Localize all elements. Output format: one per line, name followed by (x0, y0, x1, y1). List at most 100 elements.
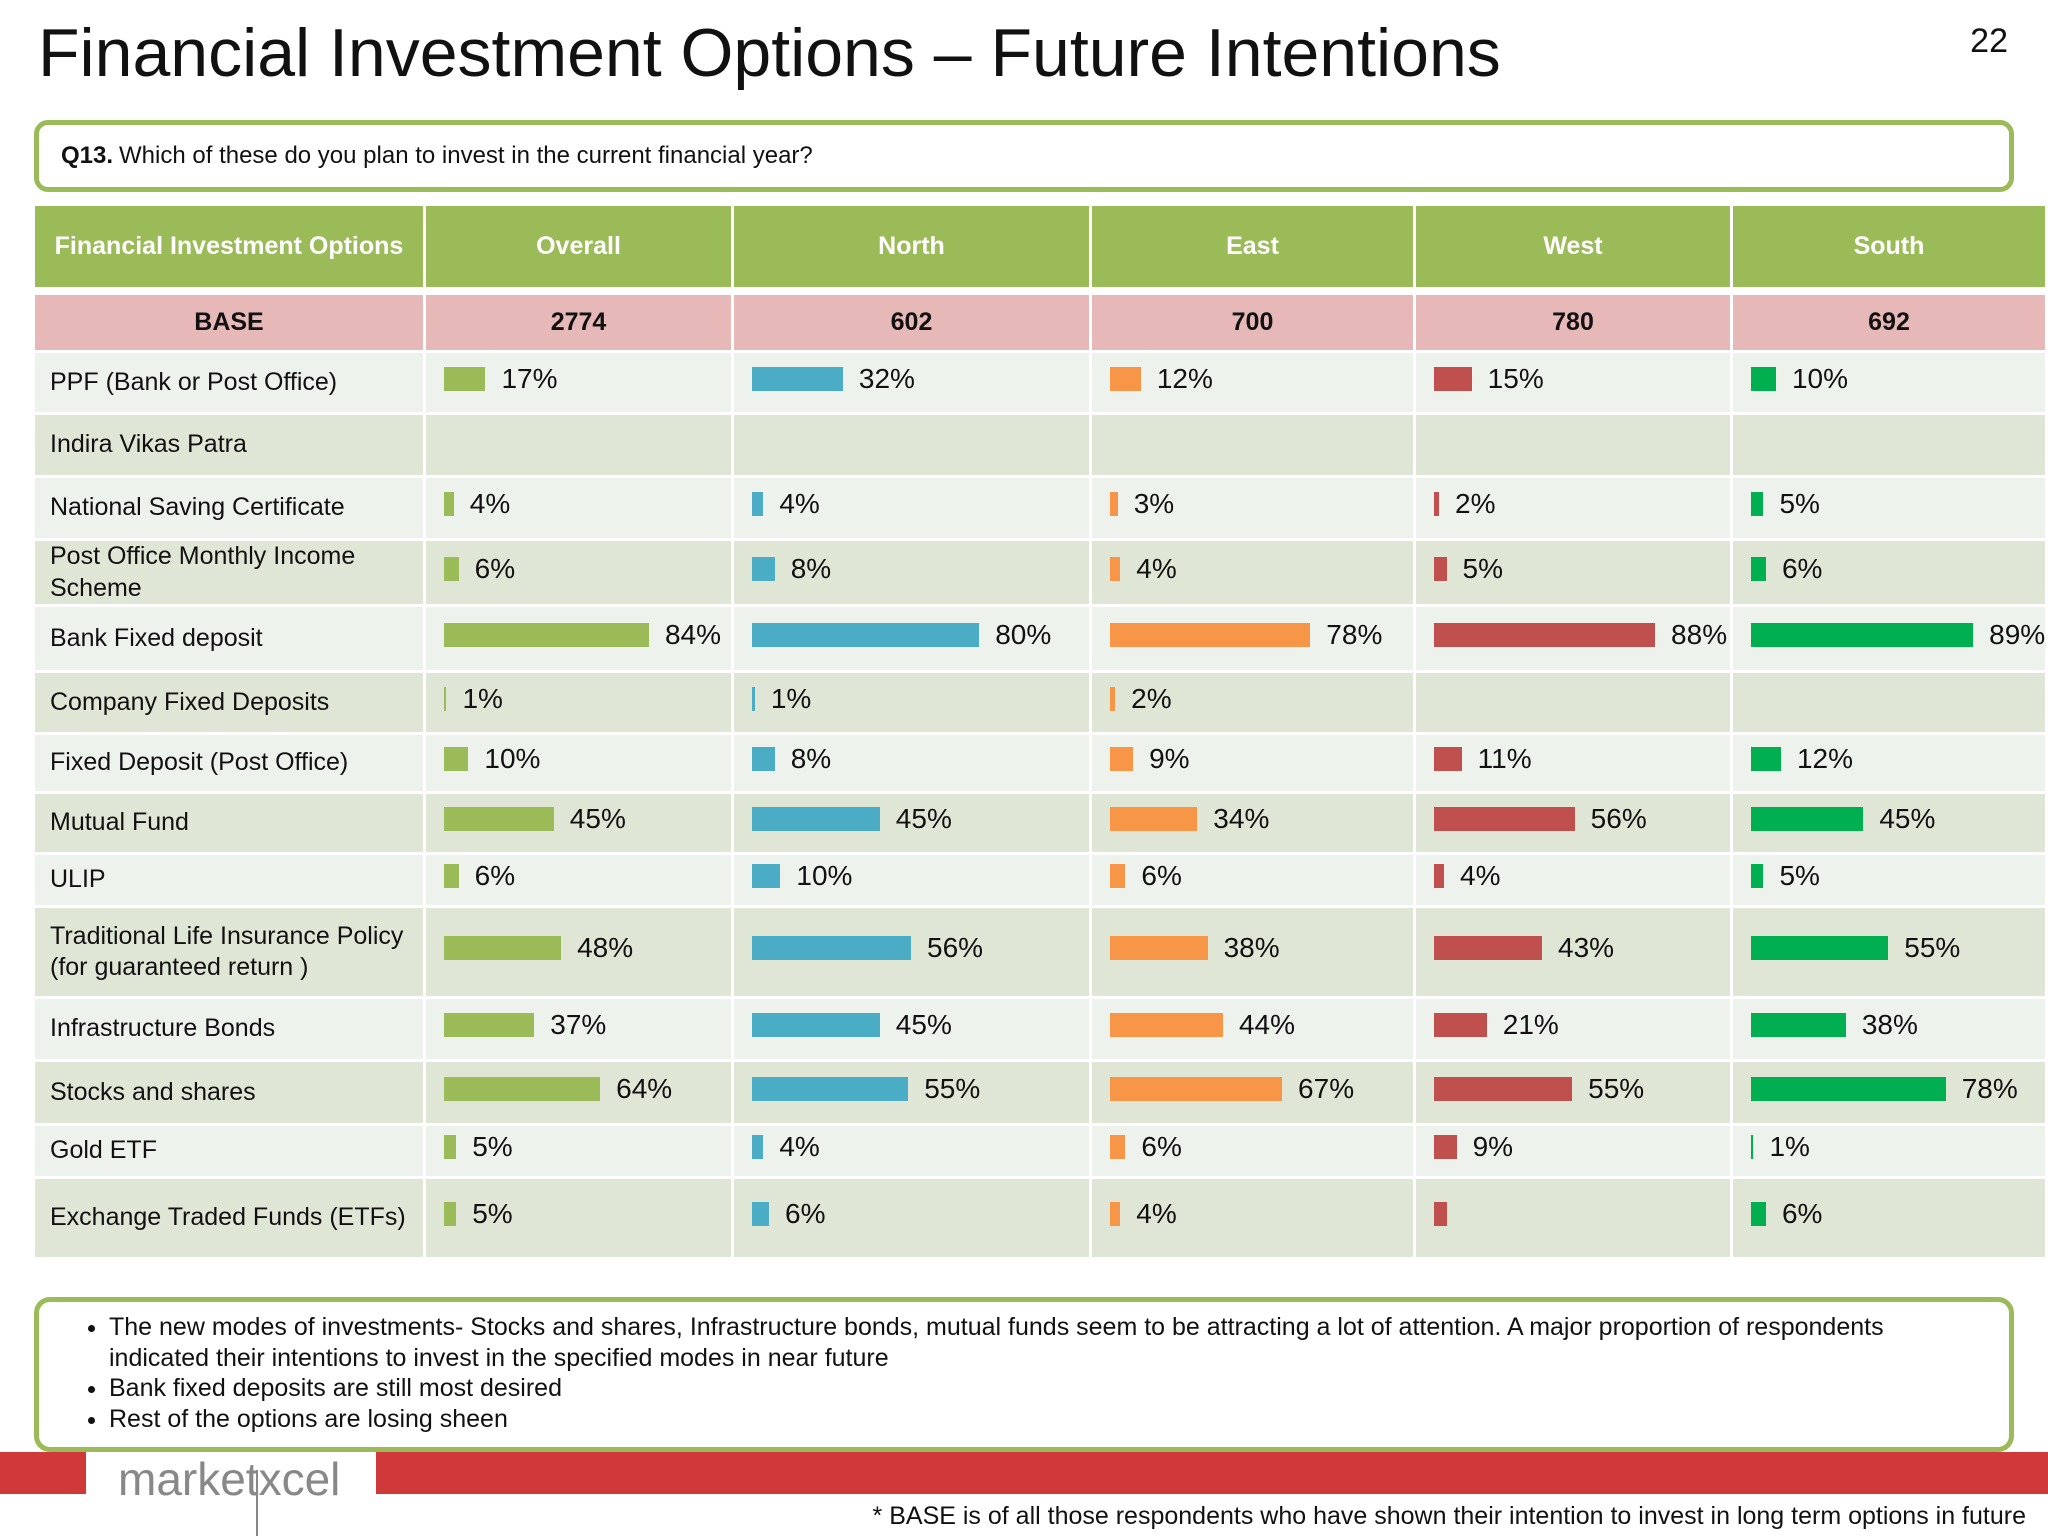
value-cell: 10% (734, 855, 1089, 905)
value-label: 45% (895, 803, 952, 834)
bar (444, 366, 486, 391)
bar (444, 864, 459, 888)
bar (752, 556, 775, 581)
row-label: Exchange Traded Funds (ETFs) (35, 1179, 423, 1257)
value-cell: 8% (734, 735, 1089, 791)
value-label: 45% (569, 803, 626, 834)
bar (1434, 1135, 1457, 1159)
value-label: 5% (1462, 552, 1504, 584)
value-label: 9% (1472, 1131, 1514, 1162)
column-header: Financial Investment Options (35, 206, 423, 287)
value-cell: 4% (426, 478, 731, 538)
bar (752, 622, 980, 647)
notes-box: The new modes of investments- Stocks and… (34, 1297, 2014, 1452)
value-cell: 32% (734, 353, 1089, 412)
value-cell: 1% (1733, 1126, 2045, 1176)
value-label: 88% (1671, 618, 1728, 650)
value-label: 10% (484, 743, 541, 774)
value-label: 4% (1460, 860, 1501, 891)
bar (1751, 936, 1889, 960)
value-cell: 37% (426, 999, 731, 1059)
value-cell (734, 415, 1089, 475)
value-label: 64% (616, 1072, 673, 1104)
bar (1110, 864, 1126, 888)
value-cell: 6% (426, 855, 731, 905)
question-box: Q13. Which of these do you plan to inves… (34, 120, 2014, 192)
value-cell: 5% (1733, 855, 2045, 905)
value-label: 5% (1779, 488, 1820, 519)
value-cell: 6% (734, 1179, 1089, 1257)
bar (1434, 747, 1462, 771)
value-cell: 9% (1416, 1126, 1730, 1176)
value-label: 34% (1213, 803, 1270, 834)
value-cell: 12% (1092, 353, 1413, 412)
value-cell: 4% (1092, 1179, 1413, 1257)
note: The new modes of investments- Stocks and… (109, 1312, 1969, 1373)
value-label: 10% (796, 860, 853, 891)
value-cell: 4% (734, 1126, 1089, 1176)
row-label: Company Fixed Deposits (35, 673, 423, 732)
value-cell: 6% (1733, 541, 2045, 604)
bar (752, 747, 775, 771)
value-cell: 4% (1416, 855, 1730, 905)
value-label: 32% (858, 362, 915, 394)
bar (1110, 747, 1134, 771)
value-cell: 2% (1092, 673, 1413, 732)
value-cell (1092, 415, 1413, 475)
value-label: 6% (1781, 552, 1823, 584)
value-cell: 6% (1092, 1126, 1413, 1176)
value-cell: 56% (1416, 794, 1730, 852)
column-header: South (1733, 206, 2045, 287)
value-label: 48% (577, 932, 634, 963)
value-label: 38% (1223, 932, 1280, 963)
value-cell (426, 415, 731, 475)
row-label: Gold ETF (35, 1126, 423, 1176)
column-header: West (1416, 206, 1730, 287)
value-label: 67% (1298, 1072, 1355, 1104)
bar (752, 492, 764, 516)
value-label: 15% (1487, 362, 1544, 394)
value-cell: 5% (426, 1126, 731, 1176)
footnote: * BASE is of all those respondents who h… (872, 1502, 2026, 1530)
bar (752, 366, 843, 391)
value-cell: 3% (1092, 478, 1413, 538)
value-label: 21% (1502, 1009, 1559, 1040)
value-cell: 6% (426, 541, 731, 604)
column-header: East (1092, 206, 1413, 287)
value-label: 12% (1156, 362, 1213, 394)
value-cell: 9% (1092, 735, 1413, 791)
bar (1434, 556, 1447, 581)
bar (1751, 492, 1764, 516)
page-number: 22 (1970, 22, 2008, 60)
value-label: 1% (462, 682, 503, 714)
bar (444, 807, 554, 831)
bar (1751, 1202, 1766, 1226)
bar (1110, 807, 1198, 831)
value-label: 3% (1133, 488, 1175, 519)
notes-list: The new modes of investments- Stocks and… (109, 1312, 1969, 1434)
bar (1110, 492, 1118, 516)
base-value: 780 (1416, 295, 1730, 350)
value-label: 2% (1131, 682, 1172, 714)
title: Financial Investment Options – Future In… (38, 15, 1501, 91)
value-label: 38% (1861, 1009, 1918, 1040)
value-cell: 21% (1416, 999, 1730, 1059)
value-cell (1733, 415, 2045, 475)
value-cell: 17% (426, 353, 731, 412)
bar (1434, 807, 1575, 831)
column-header: Overall (426, 206, 731, 287)
base-value: 602 (734, 295, 1089, 350)
row-label: Indira Vikas Patra (35, 415, 423, 475)
value-label: 55% (1588, 1072, 1645, 1104)
bar (1751, 747, 1781, 771)
value-cell: 6% (1092, 855, 1413, 905)
value-label: 17% (501, 362, 558, 394)
value-cell: 5% (1416, 541, 1730, 604)
bar (1751, 807, 1864, 831)
value-cell: 55% (1733, 908, 2045, 996)
value-cell: 38% (1092, 908, 1413, 996)
value-cell (1733, 673, 2045, 732)
value-label: 4% (1136, 1198, 1177, 1229)
row-label: Bank Fixed deposit (35, 607, 423, 670)
